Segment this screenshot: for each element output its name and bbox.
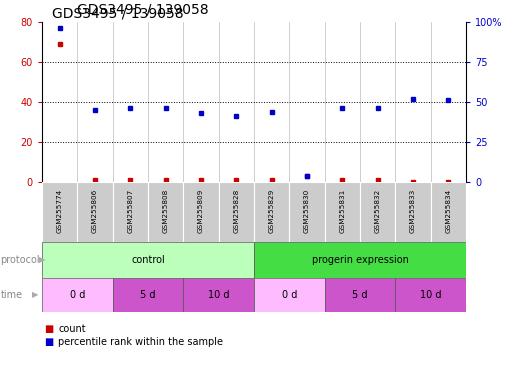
- Text: 10 d: 10 d: [208, 290, 229, 300]
- Bar: [219, 182, 254, 242]
- Bar: [254, 242, 466, 278]
- Text: GSM255833: GSM255833: [410, 189, 416, 233]
- Text: GSM255774: GSM255774: [56, 189, 63, 233]
- Bar: [113, 182, 148, 242]
- Text: GSM255807: GSM255807: [127, 189, 133, 233]
- Text: 5 d: 5 d: [140, 290, 156, 300]
- Bar: [396, 182, 431, 242]
- Text: ▶: ▶: [32, 291, 39, 300]
- Bar: [183, 182, 219, 242]
- Text: 0 d: 0 d: [282, 290, 297, 300]
- Text: GSM255806: GSM255806: [92, 189, 98, 233]
- Text: time: time: [1, 290, 23, 300]
- Bar: [42, 182, 77, 242]
- Bar: [42, 242, 254, 278]
- Bar: [183, 278, 254, 312]
- Text: control: control: [131, 255, 165, 265]
- Bar: [325, 182, 360, 242]
- Text: GSM255809: GSM255809: [198, 189, 204, 233]
- Text: GDS3495 / 139058: GDS3495 / 139058: [77, 3, 208, 17]
- Text: protocol: protocol: [1, 255, 40, 265]
- Text: 5 d: 5 d: [352, 290, 368, 300]
- Text: 10 d: 10 d: [420, 290, 441, 300]
- Text: 0 d: 0 d: [70, 290, 85, 300]
- Text: percentile rank within the sample: percentile rank within the sample: [58, 337, 224, 347]
- Text: ▶: ▶: [38, 255, 45, 265]
- Bar: [396, 278, 466, 312]
- Bar: [431, 182, 466, 242]
- Text: GSM255828: GSM255828: [233, 189, 240, 233]
- Bar: [42, 278, 113, 312]
- Text: GSM255808: GSM255808: [163, 189, 169, 233]
- Text: GSM255830: GSM255830: [304, 189, 310, 233]
- Bar: [325, 278, 396, 312]
- Text: GSM255829: GSM255829: [269, 189, 274, 233]
- Bar: [77, 182, 113, 242]
- Bar: [254, 278, 325, 312]
- Text: ■: ■: [45, 337, 54, 347]
- Text: GSM255832: GSM255832: [374, 189, 381, 233]
- Bar: [360, 182, 396, 242]
- Bar: [289, 182, 325, 242]
- Bar: [148, 182, 183, 242]
- Text: GDS3495 / 139058: GDS3495 / 139058: [52, 6, 184, 20]
- Text: count: count: [58, 323, 86, 334]
- Text: GSM255831: GSM255831: [339, 189, 345, 233]
- Text: progerin expression: progerin expression: [311, 255, 408, 265]
- Text: GSM255834: GSM255834: [445, 189, 451, 233]
- Text: ■: ■: [45, 323, 54, 334]
- Bar: [254, 182, 289, 242]
- Bar: [113, 278, 183, 312]
